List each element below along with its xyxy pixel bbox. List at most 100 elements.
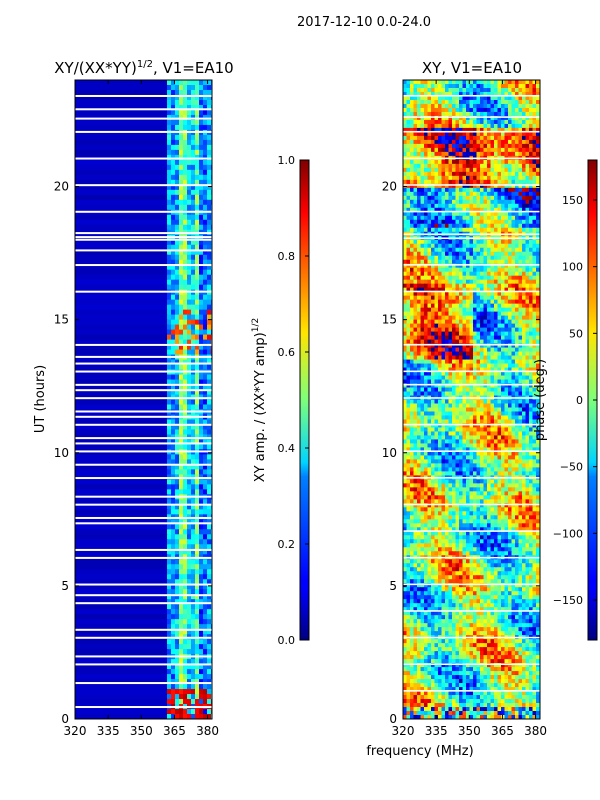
phase-cell [518,267,523,273]
amp-gap-row [75,556,212,559]
phase-cell [417,187,422,193]
phase-cell [427,263,432,269]
phase-cell [504,163,509,169]
phase-cell [452,211,457,217]
phase-cell [522,259,527,265]
phase-cell [438,159,443,165]
phase-cell [522,291,527,297]
phase-cell [462,307,467,313]
amp-cell [179,199,184,206]
amp-cell [75,109,168,116]
phase-cell [515,259,520,265]
phase-cell [424,143,429,149]
phase-cell [515,299,520,305]
phase-cell [487,179,492,185]
amp-cell [195,389,200,396]
amp-cell [171,184,176,191]
phase-cell [476,91,481,97]
phase-cell [501,131,506,137]
phase-cell [452,131,457,137]
phase-cell [536,223,540,229]
amp-cell [191,519,196,525]
amp-cell [171,519,176,525]
phase-cell [532,263,537,269]
amp-cell [183,639,188,645]
phase-cell [504,167,509,173]
amp-cell [175,109,180,116]
phase-cell [497,191,502,197]
phase-cell [455,263,460,269]
amp-cell [199,344,204,351]
phase-cell [427,243,432,249]
phase-cell [427,147,432,153]
phase-cell [490,371,495,377]
amp-cell [167,309,172,316]
phase-cell [476,211,481,217]
phase-cell [445,251,450,257]
phase-cell [431,247,436,253]
phase-cell [522,287,527,293]
phase-cell [417,171,422,177]
phase-cell [417,311,422,317]
phase-cell [525,143,530,149]
phase-cell [459,267,464,273]
phase-cell [469,339,474,345]
amp-cell [187,184,192,191]
phase-cell [403,323,408,329]
phase-cell [508,279,513,285]
phase-cell [476,399,481,405]
amp-cell [199,699,204,705]
amp-cell [75,144,168,151]
phase-cell [494,203,499,209]
phase-cell [452,103,457,109]
phase-cell [459,111,464,117]
phase-cell [420,311,425,317]
phase-cell [462,115,467,121]
phase-cell [441,243,446,249]
phase-cell [490,375,495,381]
amp-cell [199,104,204,111]
phase-cell [515,191,520,197]
phase-cell [420,239,425,245]
amp-cell [199,239,204,246]
amp-cell [179,659,184,665]
amp-cell [203,464,208,470]
amp-cell [191,349,196,356]
amp-cell [199,459,204,465]
phase-cell [515,275,520,281]
phase-cell [480,243,485,249]
phase-cell [511,339,516,345]
amp-cell [195,444,200,451]
phase-cell [462,315,467,321]
amp-cell [183,244,188,251]
amp-cell [191,604,196,610]
phase-cell [469,207,474,213]
phase-cell [525,187,530,193]
phase-cell [511,80,516,85]
phase-cell [434,159,439,165]
phase-cell [536,375,540,381]
amp-cell [187,614,192,620]
phase-cell [466,119,471,125]
amp-cell [199,339,204,346]
phase-cell [473,255,478,261]
phase-cell [529,95,534,101]
phase-cell [490,331,495,337]
phase-cell [494,275,499,281]
phase-cell [497,87,502,93]
phase-cell [445,327,450,333]
phase-cell [445,275,450,281]
phase-cell [487,363,492,369]
phase-cell [438,95,443,101]
phase-cell [455,291,460,297]
phase-cell [494,251,499,257]
phase-cell [473,279,478,285]
phase-cell [462,339,467,345]
phase-cell [536,239,540,245]
amp-cell [175,379,180,386]
phase-cell [518,247,523,253]
amp-cell [75,604,168,610]
amp-cell [187,279,192,286]
phase-cell [501,247,506,253]
amp-cell [171,374,176,381]
